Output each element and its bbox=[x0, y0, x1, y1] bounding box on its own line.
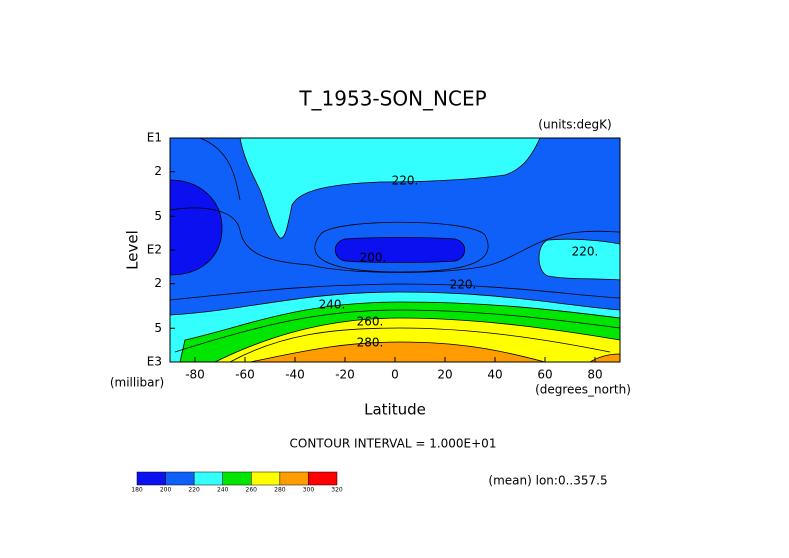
x-tick-label: 80 bbox=[587, 368, 602, 382]
contour-label: 220. bbox=[450, 278, 477, 292]
colorbar-label: 240 bbox=[217, 487, 229, 494]
y-tick-label: E1 bbox=[147, 131, 162, 145]
colorbar-box bbox=[222, 471, 252, 486]
contour-fill bbox=[538, 238, 621, 281]
x-tick-label: -80 bbox=[185, 368, 205, 382]
x-tick-label: 60 bbox=[537, 368, 552, 382]
contour-label: 280. bbox=[357, 336, 384, 350]
subtitle: (mean) lon:0..357.5 bbox=[488, 474, 607, 488]
colorbar-label: 280 bbox=[274, 487, 286, 494]
contour-line bbox=[229, 327, 611, 363]
contour-line bbox=[169, 207, 621, 273]
x-tick-label: -20 bbox=[335, 368, 355, 382]
y-tick-label: E3 bbox=[147, 355, 162, 369]
contour-fill bbox=[249, 341, 546, 363]
y-tick-label: E2 bbox=[147, 243, 162, 257]
contour-fill bbox=[169, 179, 223, 276]
chart-title: T_1953-SON_NCEP bbox=[298, 87, 486, 111]
y-tick-label: 2 bbox=[154, 276, 162, 290]
colorbar-box bbox=[308, 471, 338, 486]
colorbar-box bbox=[193, 471, 223, 486]
y-units-label: (millibar) bbox=[110, 376, 164, 390]
colorbar-label: 320 bbox=[331, 487, 343, 494]
contour-line bbox=[199, 137, 241, 201]
colorbar-box bbox=[165, 471, 195, 486]
x-axis-label: Latitude bbox=[364, 401, 426, 419]
contour-label: 220. bbox=[392, 174, 419, 188]
colorbar-label: 180 bbox=[131, 487, 143, 494]
contour-label: 260. bbox=[357, 315, 384, 329]
contour-fill bbox=[334, 237, 466, 263]
contour-label: 220. bbox=[572, 245, 599, 259]
contour-line bbox=[174, 309, 621, 353]
x-tick-label: -60 bbox=[235, 368, 255, 382]
colorbar-box bbox=[251, 471, 281, 486]
x-units-label: (degrees_north) bbox=[535, 383, 631, 397]
colorbar-box bbox=[136, 471, 166, 486]
colorbar-box bbox=[279, 471, 309, 486]
contour-label: 200. bbox=[360, 251, 387, 265]
x-tick-label: 40 bbox=[487, 368, 502, 382]
contour-label: 240. bbox=[319, 298, 346, 312]
contour-note: CONTOUR INTERVAL = 1.000E+01 bbox=[290, 437, 497, 451]
colorbar-label: 260 bbox=[246, 487, 258, 494]
units-label: (units:degK) bbox=[538, 118, 611, 132]
y-tick-label: 5 bbox=[154, 321, 162, 335]
y-axis-label: Level bbox=[124, 230, 142, 270]
x-tick-label: 0 bbox=[391, 368, 399, 382]
contour-fill bbox=[239, 137, 541, 239]
colorbar-label: 200 bbox=[160, 487, 172, 494]
contour-line bbox=[314, 221, 489, 273]
y-tick-label: 5 bbox=[154, 209, 162, 223]
contour-line bbox=[169, 283, 621, 301]
colorbar-label: 220 bbox=[188, 487, 200, 494]
x-tick-label: -40 bbox=[285, 368, 305, 382]
colorbar-label: 300 bbox=[303, 487, 315, 494]
x-tick-label: 20 bbox=[437, 368, 452, 382]
y-tick-label: 2 bbox=[154, 164, 162, 178]
